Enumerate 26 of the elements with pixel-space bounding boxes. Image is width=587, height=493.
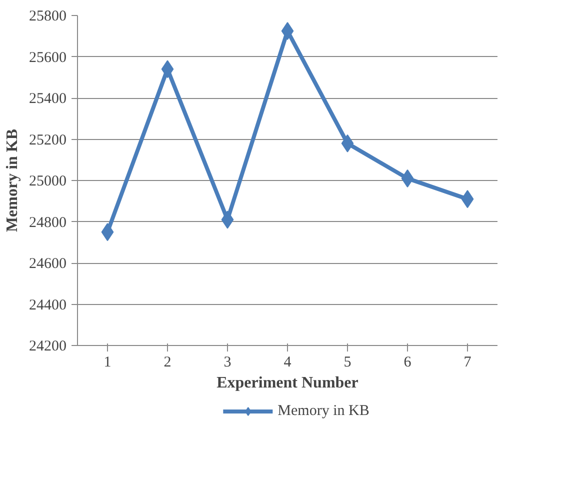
y-tick-label: 25800: [29, 8, 66, 24]
x-tick-label: 1: [104, 354, 112, 370]
y-tick-label: 24600: [29, 256, 66, 272]
point: [221, 210, 234, 229]
y-tick-label: 24800: [29, 214, 66, 231]
y-tick-label: 25000: [29, 174, 66, 190]
point: [281, 22, 294, 40]
y-tick-label: 25600: [29, 50, 66, 66]
point: [161, 60, 174, 78]
x-tick-label: 2: [164, 354, 172, 370]
y-tick-label: 24400: [29, 297, 66, 314]
x-tick-label: 6: [404, 354, 412, 370]
point: [101, 223, 114, 242]
x-tick-label: 4: [284, 354, 292, 370]
y-axis-title: Memory in KB: [4, 128, 21, 232]
point: [461, 190, 474, 208]
x-tick-label: 7: [464, 354, 472, 370]
x-tick-label: 5: [344, 354, 352, 370]
y-tick-label: 25200: [29, 132, 66, 148]
y-tick-label: 24200: [29, 338, 66, 354]
point: [341, 134, 354, 152]
point: [401, 169, 414, 188]
legend-label: Memory in KB: [278, 402, 370, 420]
x-axis-title: Experiment Number: [216, 374, 358, 392]
x-tick-label: 3: [224, 354, 232, 370]
y-tick-label: 25400: [29, 91, 66, 107]
